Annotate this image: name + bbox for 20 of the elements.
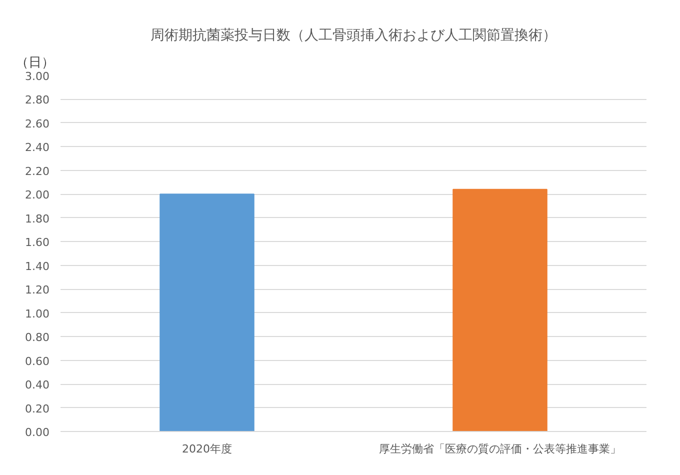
- y-tick-label: 1.40: [25, 260, 50, 273]
- y-tick-label: 0.60: [25, 354, 50, 368]
- y-tick-label: 3.00: [25, 70, 50, 83]
- y-tick-label: 1.80: [25, 212, 50, 226]
- y-tick-label: 1.20: [25, 284, 50, 297]
- y-tick-label: 0.40: [25, 378, 50, 392]
- y-tick-label: 1.00: [25, 307, 50, 320]
- y-tick-label: 0.20: [25, 402, 50, 416]
- chart-title: 周術期抗菌薬投与日数（人工骨頭挿入術および人工関節置換術）: [150, 28, 556, 44]
- y-tick-label: 2.60: [25, 117, 50, 130]
- y-tick-label: 2.80: [25, 94, 50, 107]
- y-tick-label: 2.40: [25, 141, 50, 154]
- y-tick-label: 2.20: [25, 164, 50, 178]
- y-axis-title: （日）: [16, 56, 54, 70]
- y-tick-label: 2.00: [25, 188, 50, 202]
- y-tick-label: 0.00: [25, 426, 50, 439]
- x-tick-label: 厚生労働省「医療の質の評価・公表等推進事業」: [379, 442, 621, 456]
- y-tick-label: 0.80: [25, 331, 50, 344]
- y-tick-label: 1.60: [25, 236, 50, 250]
- x-tick-label: 2020年度: [182, 442, 232, 456]
